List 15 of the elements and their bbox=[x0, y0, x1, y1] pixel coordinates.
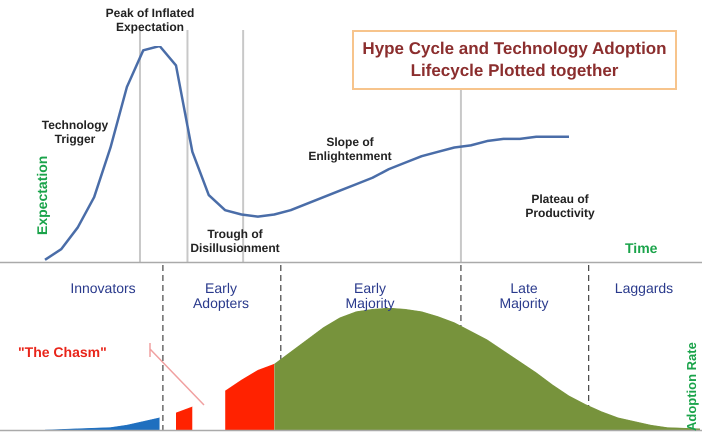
annotation: Trough of Disillusionment bbox=[189, 227, 281, 255]
annotation: Slope of Enlightenment bbox=[307, 135, 393, 163]
annotation: "The Chasm" bbox=[18, 344, 107, 360]
text: Innovators bbox=[69, 280, 137, 296]
x-axis-title: Time bbox=[625, 240, 658, 256]
annotation: Late Majority bbox=[498, 280, 550, 311]
annotation: Early Adopters bbox=[192, 280, 250, 311]
annotation: Plateau of Productivity bbox=[524, 192, 596, 220]
text: Peak of Inflated Expectation bbox=[104, 6, 196, 34]
y-axis-title: Adoption Rate bbox=[684, 342, 699, 431]
annotation: Early Majority bbox=[344, 280, 396, 311]
text: Laggards bbox=[614, 280, 674, 296]
y-axis-title: Expectation bbox=[34, 156, 50, 235]
chart-title: Hype Cycle and Technology Adoption Lifecycle Plotted together bbox=[352, 30, 677, 90]
annotation: Technology Trigger bbox=[40, 118, 110, 146]
